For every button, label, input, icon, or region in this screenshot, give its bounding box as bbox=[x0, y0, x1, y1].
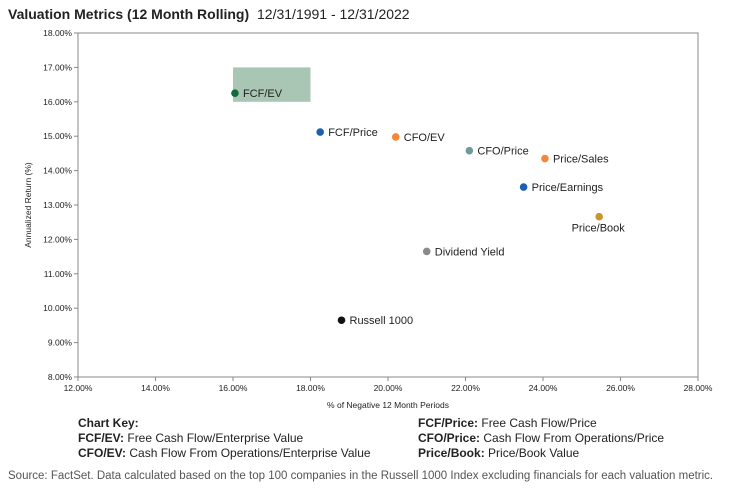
x-tick-label: 12.00% bbox=[64, 383, 93, 393]
y-tick-label: 10.00% bbox=[43, 303, 72, 313]
x-tick-label: 16.00% bbox=[219, 383, 248, 393]
y-tick-label: 8.00% bbox=[48, 372, 73, 382]
chart-key-item: Price/Book: Price/Book Value bbox=[418, 446, 664, 461]
y-tick-label: 14.00% bbox=[43, 166, 72, 176]
chart-key-abbr: CFO/Price: bbox=[418, 431, 481, 445]
chart-key-right: FCF/Price: Free Cash Flow/Price CFO/Pric… bbox=[418, 416, 664, 461]
y-tick-label: 13.00% bbox=[43, 200, 72, 210]
data-point-label: CFO/EV bbox=[404, 132, 446, 144]
x-axis-title: % of Negative 12 Month Periods bbox=[327, 400, 449, 410]
data-point bbox=[422, 247, 431, 256]
chart-key-abbr: FCF/Price: bbox=[418, 416, 479, 430]
data-point bbox=[337, 316, 346, 325]
chart-key-desc: Cash Flow From Operations/Enterprise Val… bbox=[129, 446, 371, 460]
chart-key-abbr: FCF/EV: bbox=[78, 431, 125, 445]
y-tick-label: 9.00% bbox=[48, 338, 73, 348]
data-point-label: FCF/Price bbox=[328, 127, 378, 139]
data-point-label: Price/Sales bbox=[553, 154, 609, 166]
x-tick-label: 24.00% bbox=[529, 383, 558, 393]
data-point-label: FCF/EV bbox=[243, 88, 283, 100]
data-point bbox=[465, 146, 474, 155]
x-tick-label: 22.00% bbox=[451, 383, 480, 393]
data-point bbox=[541, 154, 549, 163]
data-point bbox=[595, 212, 603, 221]
data-point bbox=[231, 89, 239, 97]
x-tick-label: 20.00% bbox=[374, 383, 403, 393]
y-tick-label: 11.00% bbox=[44, 269, 73, 279]
y-axis-title: Annualized Return (%) bbox=[23, 162, 33, 248]
chart-key-desc: Free Cash Flow/Enterprise Value bbox=[127, 431, 304, 445]
data-point-label: Price/Earnings bbox=[532, 182, 604, 194]
x-tick-label: 14.00% bbox=[141, 383, 170, 393]
scatter-chart: 8.00% 9.00% 10.00% 11.00% 12.00% 13.00% 14.00%… bbox=[23, 28, 713, 410]
y-tick-label: 12.00% bbox=[43, 234, 72, 244]
y-tick-label: 18.00% bbox=[43, 28, 72, 38]
chart-key-desc: Price/Book Value bbox=[488, 446, 580, 460]
chart-key-item: CFO/EV: Cash Flow From Operations/Enterp… bbox=[78, 446, 371, 461]
data-point bbox=[391, 133, 400, 141]
data-point-label: Dividend Yield bbox=[435, 246, 505, 258]
chart-key-item: FCF/Price: Free Cash Flow/Price bbox=[418, 416, 664, 431]
chart-title-row: Valuation Metrics (12 Month Rolling) 12/… bbox=[8, 6, 410, 22]
source-note: Source: FactSet. Data calculated based o… bbox=[8, 470, 714, 482]
chart-key-desc: Cash Flow From Operations/Price bbox=[483, 431, 665, 445]
data-point-label: CFO/Price bbox=[477, 146, 528, 158]
y-tick-label: 16.00% bbox=[43, 97, 72, 107]
chart-key-left: Chart Key: FCF/EV: Free Cash Flow/Enterp… bbox=[78, 416, 371, 461]
data-point-label: Russell 1000 bbox=[350, 315, 414, 327]
chart-key-heading: Chart Key: bbox=[78, 416, 139, 430]
chart-date-range: 12/31/1991 - 12/31/2022 bbox=[257, 6, 410, 22]
y-tick-label: 17.00% bbox=[43, 62, 72, 72]
x-tick-label: 28.00% bbox=[684, 383, 713, 393]
highlight-box bbox=[233, 67, 311, 102]
data-point-label: Price/Book bbox=[572, 223, 626, 235]
chart-key-item: CFO/Price: Cash Flow From Operations/Pri… bbox=[418, 431, 664, 446]
chart-key-desc: Free Cash Flow/Price bbox=[481, 416, 597, 430]
x-tick-label: 26.00% bbox=[606, 383, 635, 393]
y-tick-label: 15.00% bbox=[43, 131, 72, 141]
x-tick-label: 18.00% bbox=[296, 383, 325, 393]
data-point bbox=[316, 128, 324, 136]
chart-key-item: FCF/EV: Free Cash Flow/Enterprise Value bbox=[78, 431, 371, 446]
chart-title: Valuation Metrics (12 Month Rolling) bbox=[8, 6, 250, 22]
chart-key-abbr: CFO/EV: bbox=[78, 446, 127, 460]
data-point bbox=[519, 183, 528, 191]
chart-key-abbr: Price/Book: bbox=[418, 446, 485, 460]
